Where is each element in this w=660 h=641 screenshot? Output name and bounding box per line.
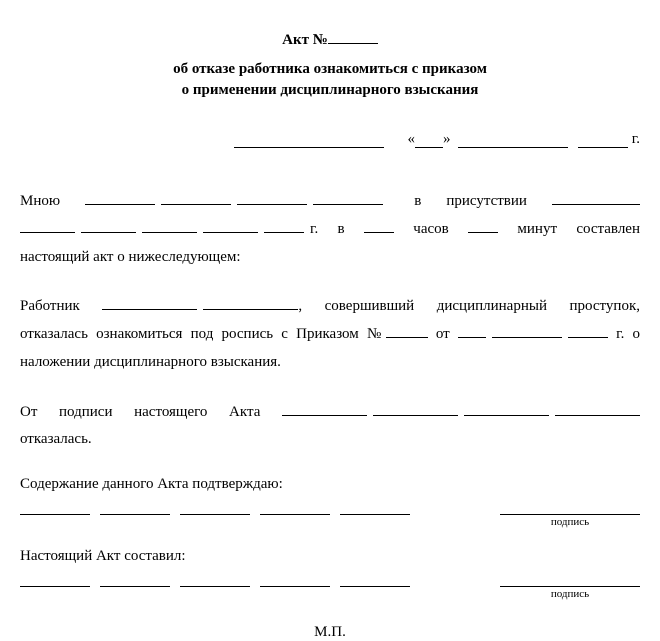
compiled-label: Настоящий Акт составил: [20,548,640,565]
subtitle-line2: о применении дисциплинарного взыскания [20,80,640,101]
date-quote-open: « [408,131,416,147]
date-row: « » г. [20,131,640,148]
title-prefix: Акт № [282,32,328,48]
paragraph-2: Работник , совершивший дисциплинарный пр… [20,293,640,376]
confirm-blank-2 [100,501,170,515]
p2-order-num-blank [386,324,428,338]
p2-end: наложении дисциплинарного взыскания. [20,354,281,370]
p2-line2a: отказалась ознакомиться под роспись с Пр… [20,326,386,342]
confirm-signature-label: подпись [500,516,640,528]
p2-year: г. о [608,326,640,342]
date-year-blank [578,134,628,148]
p3-start: От подписи настоящего Акта [20,404,282,420]
p2-mid: , совершивший дисциплинарный проступок, [298,298,640,314]
p1-presence-blanks [552,188,640,216]
p2-order-date-blanks [458,321,608,349]
p1-presence-blanks2 [20,216,310,244]
p3-refused-blanks [282,399,640,427]
p2-from: от [428,326,458,342]
confirm-signature-blank [500,501,640,515]
confirm-blank-4 [260,501,330,515]
date-month-blank [458,134,568,148]
p1-min-blank [468,219,498,233]
compiled-blank-3 [180,573,250,587]
compiled-signature-blank [500,573,640,587]
p2-start: Работник [20,298,102,314]
confirm-block: Содержание данного Акта подтверждаю: под… [20,476,640,528]
compiled-signature-label: подпись [500,588,640,600]
seal-mp: М.П. [20,624,640,641]
p1-hour-blank [364,219,394,233]
p1-start: Мною [20,193,85,209]
compiled-block: Настоящий Акт составил: подпись [20,548,640,600]
confirm-blank-1 [20,501,90,515]
paragraph-3: От подписи настоящего Акта отказалась. [20,399,640,455]
confirm-blank-3 [180,501,250,515]
confirm-label: Содержание данного Акта подтверждаю: [20,476,640,493]
compiled-blank-1 [20,573,90,587]
compiled-blank-2 [100,573,170,587]
p1-end: настоящий акт о нижеследующем: [20,249,241,265]
p1-name-blanks [85,188,389,216]
act-number-blank [328,30,378,44]
subtitle-line1: об отказе работника ознакомиться с прика… [20,59,640,80]
date-day-blank [415,134,443,148]
p1-minutes: минут составлен [498,221,640,237]
p1-after-year: г. в [310,221,364,237]
place-blank [234,134,384,148]
p3-end: отказалась. [20,431,92,447]
compiled-sig-row [20,573,640,587]
compiled-blank-4 [260,573,330,587]
p2-worker-blanks [102,293,298,321]
compiled-blank-5 [340,573,410,587]
date-year-suffix: г. [628,131,640,147]
act-title: Акт № [20,30,640,49]
act-subtitle: об отказе работника ознакомиться с прика… [20,59,640,101]
confirm-blank-5 [340,501,410,515]
date-quote-close: » [443,131,451,147]
p1-hours: часов [394,221,468,237]
confirm-sig-row [20,501,640,515]
p1-mid: в присутствии [414,193,552,209]
paragraph-1: Мною в присутствии г. в часов минут сост… [20,188,640,271]
